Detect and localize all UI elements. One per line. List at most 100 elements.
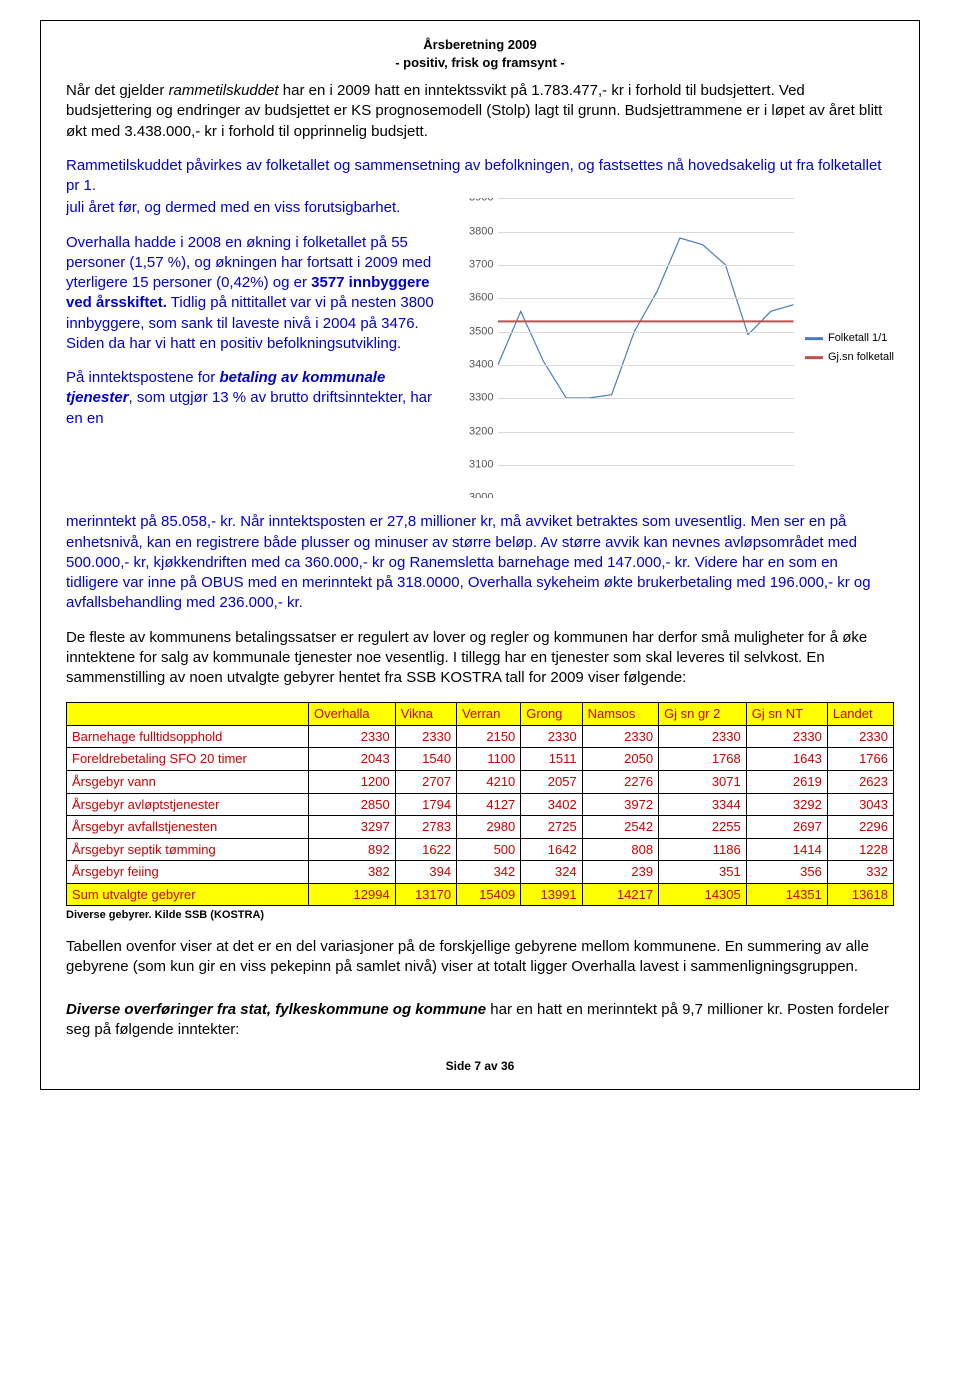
chart-gridline (498, 232, 794, 233)
legend-swatch-1 (805, 337, 823, 340)
table-cell: 2697 (746, 816, 827, 839)
table-cell: 2296 (827, 816, 893, 839)
chart-gridline (498, 465, 794, 466)
table-row: Foreldrebetaling SFO 20 timer20431540110… (67, 748, 894, 771)
chart-y-label: 3800 (463, 224, 493, 239)
table-cell: 351 (659, 861, 747, 884)
chart-gridline (498, 365, 794, 366)
table-cell: 2330 (746, 725, 827, 748)
table-cell: 2850 (308, 793, 395, 816)
legend-swatch-2 (805, 356, 823, 359)
table-caption: Diverse gebyrer. Kilde SSB (KOSTRA) (66, 908, 894, 923)
table-cell: 3344 (659, 793, 747, 816)
table-cell: 4127 (457, 793, 521, 816)
table-cell: 2330 (659, 725, 747, 748)
table-cell: 13170 (395, 883, 456, 906)
table-cell: Årsgebyr feiing (67, 861, 309, 884)
chart-gridline (498, 265, 794, 266)
table-cell: 500 (457, 838, 521, 861)
table-cell: 2330 (308, 725, 395, 748)
table-cell: 2980 (457, 816, 521, 839)
table-cell: 3972 (582, 793, 658, 816)
table-cell: 342 (457, 861, 521, 884)
chart-gridline (498, 398, 794, 399)
table-cell: 892 (308, 838, 395, 861)
table-cell: 2783 (395, 816, 456, 839)
chart-y-label: 3600 (463, 291, 493, 306)
left-text-column: juli året før, og dermed med en viss for… (66, 198, 447, 429)
table-cell: 1414 (746, 838, 827, 861)
table-cell: 1228 (827, 838, 893, 861)
chart-y-label: 3700 (463, 258, 493, 273)
table-cell: 1622 (395, 838, 456, 861)
table-cell: 356 (746, 861, 827, 884)
table-cell: 14351 (746, 883, 827, 906)
chart-svg (498, 198, 794, 498)
legend-item-2: Gj.sn folketall (805, 350, 894, 365)
table-cell: 1768 (659, 748, 747, 771)
table-cell: 3071 (659, 770, 747, 793)
table-cell: Årsgebyr avfallstjenesten (67, 816, 309, 839)
text-chart-wrap: juli året før, og dermed med en viss for… (66, 198, 894, 498)
table-cell: 3043 (827, 793, 893, 816)
page-header: Årsberetning 2009 - positiv, frisk og fr… (66, 36, 894, 71)
page-footer: Side 7 av 36 (66, 1058, 894, 1074)
table-cell: 1100 (457, 748, 521, 771)
chart-legend: Folketall 1/1 Gj.sn folketall (805, 328, 894, 370)
table-cell: 13991 (521, 883, 582, 906)
table-cell: 14305 (659, 883, 747, 906)
paragraph-6: merinntekt på 85.058,- kr. Når inntektsp… (66, 512, 894, 613)
table-sum-row: Sum utvalgte gebyrer12994131701540913991… (67, 883, 894, 906)
population-chart: 5154596469747984899499040910 30003100320… (463, 198, 894, 498)
table-cell: 2057 (521, 770, 582, 793)
table-header-cell: Gj sn NT (746, 703, 827, 726)
paragraph-4: Overhalla hadde i 2008 en økning i folke… (66, 233, 447, 355)
table-header-cell: Grong (521, 703, 582, 726)
fees-table: OverhallaViknaVerranGrongNamsosGj sn gr … (66, 702, 894, 906)
chart-gridline (498, 298, 794, 299)
paragraph-8: Tabellen ovenfor viser at det er en del … (66, 937, 894, 978)
table-cell: 2255 (659, 816, 747, 839)
table-body: Barnehage fulltidsopphold233023302150233… (67, 725, 894, 905)
table-cell: 2043 (308, 748, 395, 771)
table-header-cell: Vikna (395, 703, 456, 726)
chart-y-label: 3500 (463, 324, 493, 339)
table-cell: Årsgebyr avløptstjenester (67, 793, 309, 816)
table-cell: 2330 (827, 725, 893, 748)
table-header-cell: Gj sn gr 2 (659, 703, 747, 726)
table-row: Årsgebyr septik tømming89216225001642808… (67, 838, 894, 861)
chart-series-folketall (498, 238, 794, 398)
table-cell: 12994 (308, 883, 395, 906)
paragraph-1: Når det gjelder rammetilskuddet har en i… (66, 81, 894, 142)
table-cell: 13618 (827, 883, 893, 906)
chart-y-label: 3200 (463, 424, 493, 439)
table-row: Årsgebyr vann120027074210205722763071261… (67, 770, 894, 793)
chart-y-label: 3100 (463, 458, 493, 473)
table-cell: 1766 (827, 748, 893, 771)
chart-y-label: 3400 (463, 358, 493, 373)
table-row: Årsgebyr avløptstjenester285017944127340… (67, 793, 894, 816)
table-cell: Sum utvalgte gebyrer (67, 883, 309, 906)
table-cell: 2330 (521, 725, 582, 748)
table-cell: 3297 (308, 816, 395, 839)
chart-gridline (498, 332, 794, 333)
table-cell: 2619 (746, 770, 827, 793)
table-cell: 324 (521, 861, 582, 884)
table-cell: Årsgebyr vann (67, 770, 309, 793)
chart-gridline (498, 432, 794, 433)
table-cell: 1540 (395, 748, 456, 771)
table-cell: 382 (308, 861, 395, 884)
table-cell: 2707 (395, 770, 456, 793)
table-row: Årsgebyr feiing382394342324239351356332 (67, 861, 894, 884)
table-cell: Årsgebyr septik tømming (67, 838, 309, 861)
table-cell: 394 (395, 861, 456, 884)
chart-plot-area: 5154596469747984899499040910 30003100320… (498, 198, 794, 498)
table-cell: 239 (582, 861, 658, 884)
table-cell: 15409 (457, 883, 521, 906)
table-row: Årsgebyr avfallstjenesten329727832980272… (67, 816, 894, 839)
paragraph-2: Rammetilskuddet påvirkes av folketallet … (66, 156, 894, 197)
table-cell: 3402 (521, 793, 582, 816)
table-header-row: OverhallaViknaVerranGrongNamsosGj sn gr … (67, 703, 894, 726)
chart-y-label: 3900 (463, 198, 493, 205)
table-header-cell: Overhalla (308, 703, 395, 726)
